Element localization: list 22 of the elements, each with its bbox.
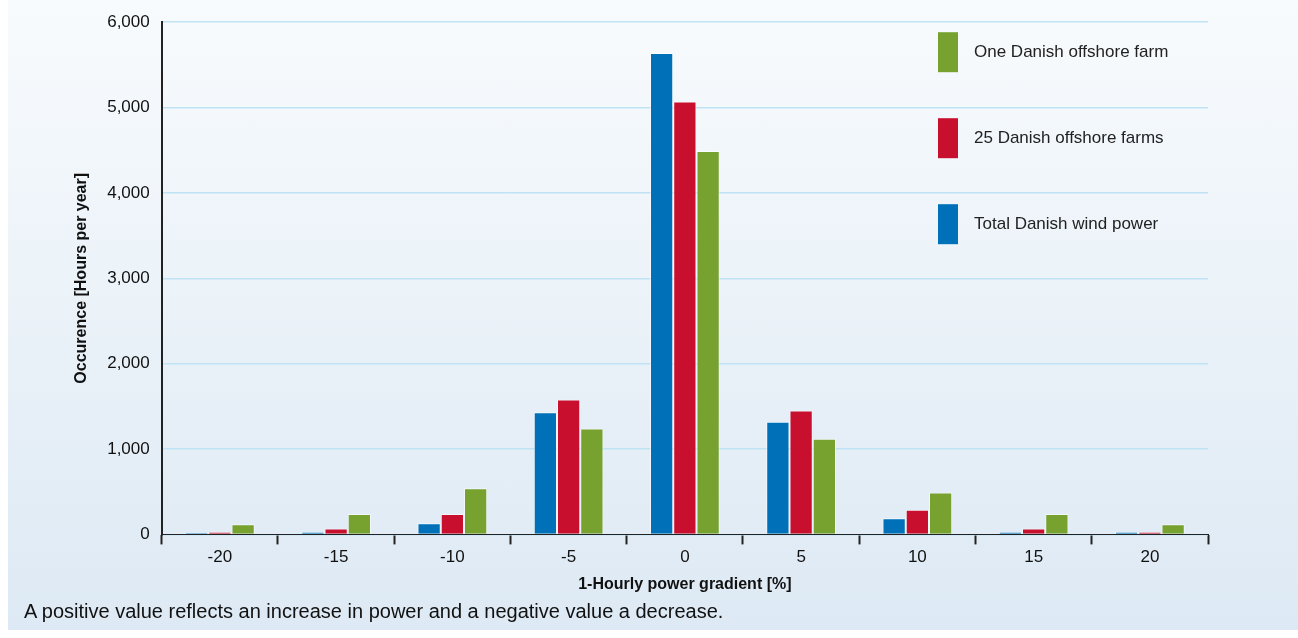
x-tick-label: 5 (796, 547, 806, 567)
y-tick-label: 0 (140, 524, 150, 544)
y-tick-label: 5,000 (107, 97, 150, 117)
y-tick-label: 2,000 (107, 353, 150, 373)
x-tick-label: 20 (1140, 547, 1160, 567)
x-tick-label: 15 (1024, 547, 1044, 567)
x-tick-label: 0 (680, 547, 690, 567)
y-tick-label: 6,000 (107, 11, 150, 31)
x-tick-label: -10 (440, 547, 465, 567)
x-tick-label: 10 (907, 547, 927, 567)
x-tick-label: -20 (207, 547, 233, 567)
y-tick-label: 4,000 (107, 182, 150, 202)
y-axis-title: Occurence [Hours per year] (72, 172, 90, 384)
y-tick-label: 1,000 (107, 438, 150, 458)
x-tick-label: -15 (323, 547, 349, 567)
x-tick-label: -5 (561, 547, 577, 567)
text: A positive value reflects an increase in power and a negative value a decrease. (24, 600, 724, 623)
legend-label: Total Danish wind power (974, 213, 1159, 233)
y-tick-label: 3,000 (107, 267, 150, 287)
x-axis-title: 1-Hourly power gradient [%] (578, 574, 792, 592)
legend-label: One Danish offshore farm (974, 41, 1169, 61)
legend-label: 25 Danish offshore farms (974, 127, 1164, 147)
